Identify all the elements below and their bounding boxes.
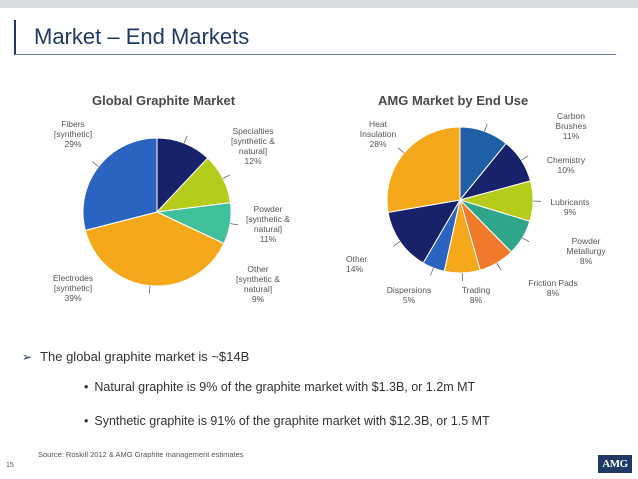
page-title: Market – End Markets <box>34 24 250 49</box>
slice-label: Heat Insulation 28% <box>360 119 397 149</box>
slice-label: Other [synthetic & natural] 9% <box>236 264 280 304</box>
top-bar <box>0 0 638 8</box>
pie-slice <box>386 126 461 214</box>
bullet-dot-icon: • <box>84 380 89 394</box>
leader-line <box>522 237 530 243</box>
leader-line <box>91 161 99 167</box>
bullet-sub-1-text: Natural graphite is 9% of the graphite m… <box>94 380 476 394</box>
leader-line <box>430 267 434 276</box>
slice-label: Trading 8% <box>462 285 491 305</box>
bullet-dot-icon: • <box>84 414 89 428</box>
leader-line <box>183 135 188 144</box>
leader-line <box>230 223 239 226</box>
leader-line <box>393 241 401 247</box>
pie-slice <box>84 211 225 287</box>
bullet-sub-2-text: Synthetic graphite is 91% of the graphit… <box>94 414 490 428</box>
slice-label: Carbon Brushes 11% <box>555 111 586 141</box>
pie-slice <box>82 137 158 232</box>
slice-label: Other 14% <box>346 254 367 274</box>
pie-global: Specialties [synthetic & natural] 12% Powder… <box>53 119 290 304</box>
bullet-main: ➢ The global graphite market is ~$14B <box>22 349 249 364</box>
slice-label: Lubricants 9% <box>550 197 589 217</box>
leader-line <box>520 155 529 161</box>
bullet-main-text: The global graphite market is ~$14B <box>40 349 250 364</box>
leader-line <box>397 147 405 154</box>
page-number: 15 <box>6 462 14 469</box>
arrow-bullet-icon: ➢ <box>22 350 33 364</box>
slice-label: Electrodes [synthetic] 39% <box>53 273 93 303</box>
source-note: Source: Roskill 2012 & AMG Graphite mana… <box>38 450 244 459</box>
slice-label: Dispersions 5% <box>387 285 431 305</box>
slice-label: Specialties [synthetic & natural] 12% <box>231 126 275 166</box>
slice-label: Powder Metallurgy 8% <box>566 236 606 266</box>
leader-line <box>484 123 488 132</box>
chart-title-amg: AMG Market by End Use <box>378 93 529 108</box>
bullet-sub-2: • Synthetic graphite is 91% of the graphi… <box>84 414 490 428</box>
slice-label: Powder [synthetic & natural] 11% <box>246 204 290 244</box>
leader-line <box>148 285 151 294</box>
slice-label: Fibers [synthetic] 29% <box>54 119 92 149</box>
slice-label: Friction Pads 8% <box>528 278 578 298</box>
amg-logo: AMG <box>598 455 632 473</box>
leader-line <box>222 174 231 179</box>
title-frame: Market – End Markets <box>14 20 616 55</box>
pie-slice <box>387 199 461 264</box>
chart-title-global: Global Graphite Market <box>92 93 236 108</box>
slice-label: Chemistry 10% <box>547 155 586 175</box>
pie-amg: Carbon Brushes 11% Chemistry 10% Lubricants 9%… <box>346 111 606 305</box>
bullet-sub-1: • Natural graphite is 9% of the graphite … <box>84 380 475 394</box>
leader-line <box>496 262 502 271</box>
